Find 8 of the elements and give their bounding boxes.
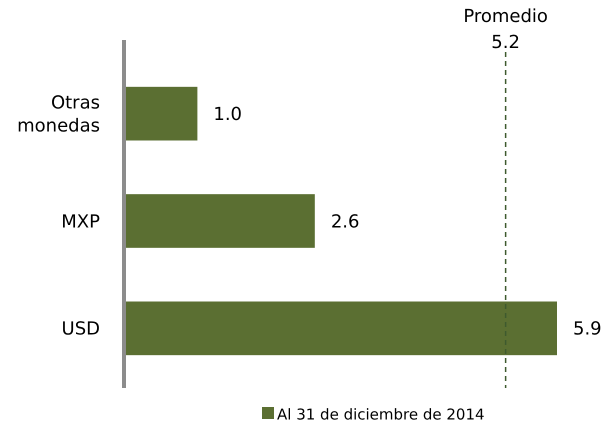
data-label: 2.6 bbox=[330, 211, 360, 232]
data-label: 5.9 bbox=[573, 318, 602, 340]
y-tick-label: USD bbox=[62, 318, 100, 340]
legend-label: Al 31 de diciembre de 2014 bbox=[277, 405, 485, 424]
data-label: 1.0 bbox=[213, 104, 242, 125]
y-tick-label: MXP bbox=[61, 211, 100, 232]
y-tick-label: Otras monedas bbox=[17, 92, 100, 136]
ref-line-label: Promedio 5.2 bbox=[463, 6, 548, 53]
